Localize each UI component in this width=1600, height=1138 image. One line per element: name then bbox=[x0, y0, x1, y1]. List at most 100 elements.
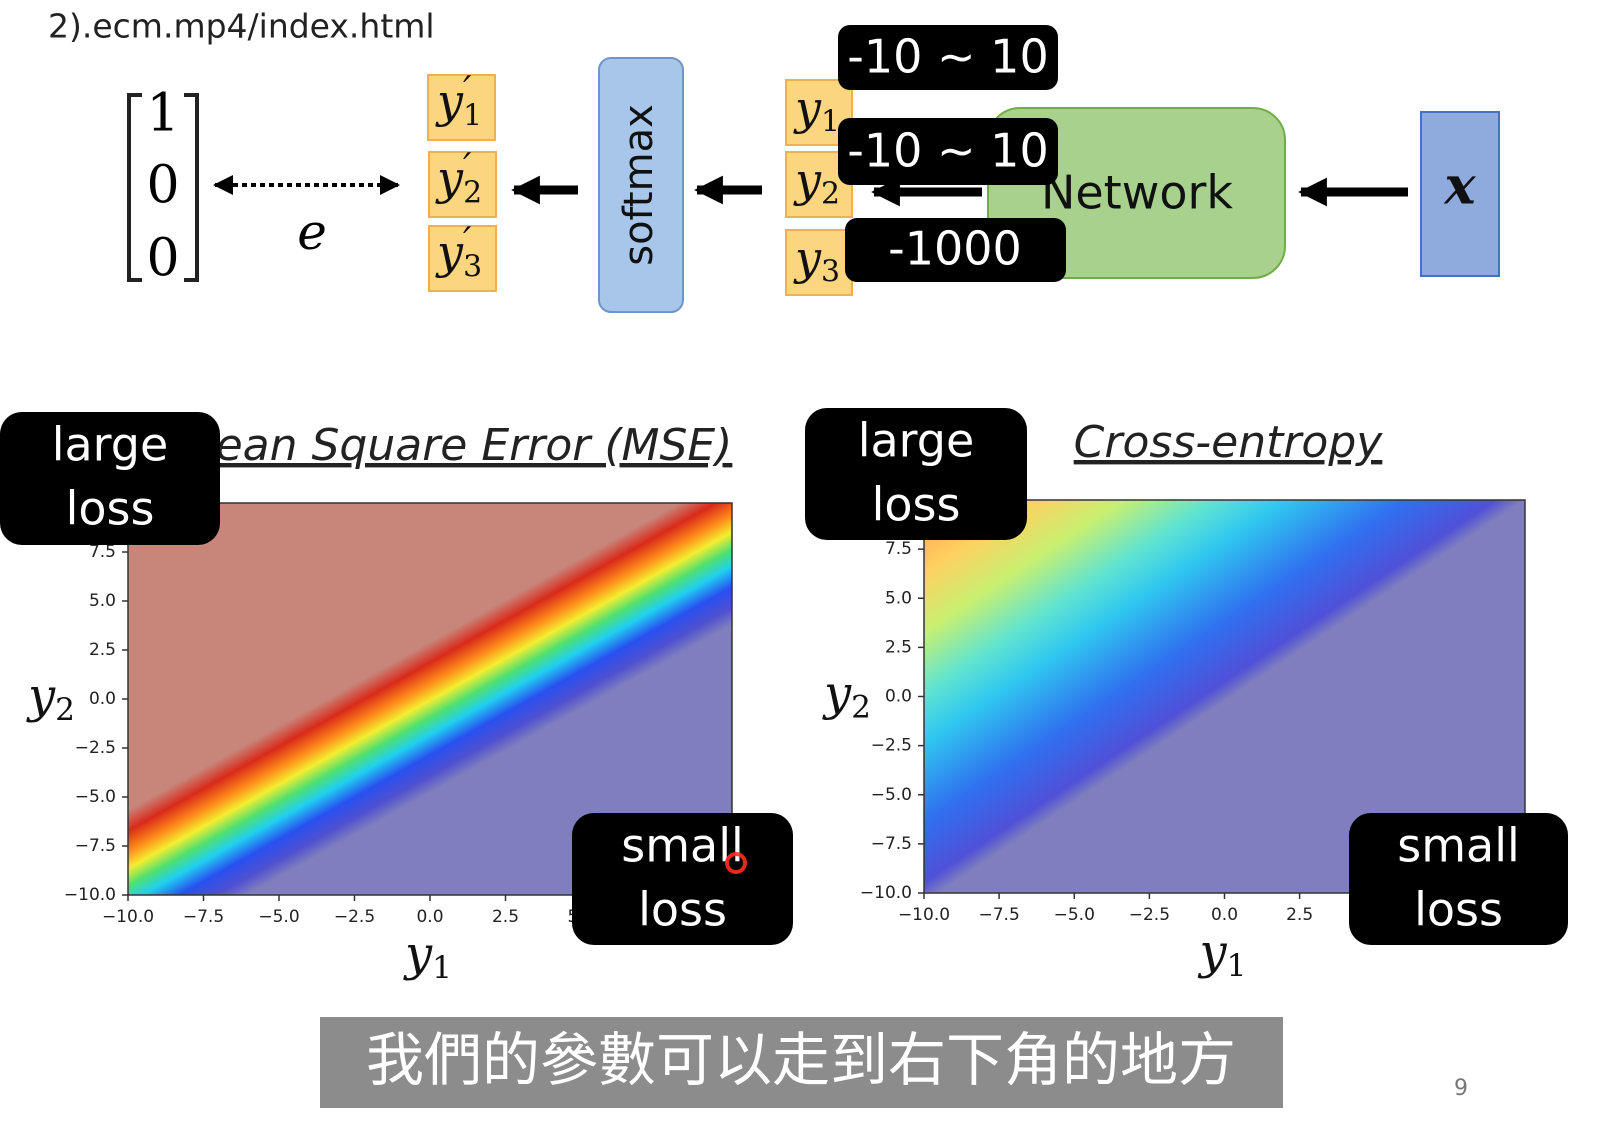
symbol: y bbox=[793, 81, 822, 135]
math-symbol: y3 bbox=[793, 231, 840, 290]
subscript: 3 bbox=[463, 249, 482, 284]
math-symbol: y1 bbox=[403, 926, 452, 986]
softmax-label: softmax bbox=[616, 104, 662, 266]
y-tick-label: 5.0 bbox=[885, 588, 912, 608]
callout-text: loss bbox=[638, 883, 727, 937]
badge-label: -1000 bbox=[888, 222, 1022, 276]
callout-text: small bbox=[1397, 819, 1520, 873]
y-tick-label: −2.5 bbox=[871, 736, 912, 756]
y-tick-label: 5.0 bbox=[89, 591, 116, 611]
math-symbol: y1 bbox=[793, 81, 840, 140]
output-box bbox=[427, 74, 496, 141]
softmax-box bbox=[598, 57, 684, 313]
x-tick-label: 0.0 bbox=[416, 907, 443, 927]
y-tick-label: 2.5 bbox=[89, 640, 116, 660]
y-tick-label: −5.0 bbox=[75, 787, 116, 807]
x-tick-label: 0.0 bbox=[1211, 905, 1238, 925]
y-tick-label: 0.0 bbox=[89, 689, 116, 709]
badge-label: -10 ~ 10 bbox=[847, 124, 1048, 178]
page-number: 9 bbox=[1454, 1076, 1468, 1101]
y-tick-label: 7.5 bbox=[89, 542, 116, 562]
y-tick-label: 2.5 bbox=[885, 637, 912, 657]
subscript: 1 bbox=[821, 105, 840, 140]
x-tick-label: −7.5 bbox=[978, 905, 1019, 925]
y-tick-label: −7.5 bbox=[871, 834, 912, 854]
input-box bbox=[1420, 111, 1500, 277]
matrix-bracket bbox=[127, 93, 199, 282]
badge-label: -10 ~ 10 bbox=[847, 30, 1048, 84]
x-tick-label: −5.0 bbox=[1054, 905, 1095, 925]
y-tick-label: −10.0 bbox=[860, 883, 912, 903]
prime: ′ bbox=[463, 219, 472, 262]
input-label: x bbox=[1443, 156, 1476, 217]
subscript: 2 bbox=[463, 175, 482, 210]
callout-box bbox=[805, 408, 1027, 540]
output-box bbox=[428, 225, 497, 292]
x-tick-label: −2.5 bbox=[1129, 905, 1170, 925]
logit-box bbox=[785, 229, 853, 296]
output-boxes: y′ 1y′ 2y′ 3 bbox=[427, 68, 497, 292]
subtitle-box bbox=[320, 1017, 1283, 1108]
x-tick-label: −10.0 bbox=[102, 907, 154, 927]
symbol: y bbox=[793, 231, 822, 285]
x-tick-label: −10.0 bbox=[898, 905, 950, 925]
callout-box bbox=[572, 813, 793, 945]
y-tick-label: −5.0 bbox=[871, 785, 912, 805]
symbol: y bbox=[435, 74, 464, 128]
x-tick-label: 2.5 bbox=[492, 907, 519, 927]
math-symbol: y2 bbox=[26, 668, 75, 728]
prime: ′ bbox=[463, 145, 472, 188]
symbol: y bbox=[403, 926, 433, 982]
subscript: 1 bbox=[432, 950, 452, 986]
output-box bbox=[428, 151, 497, 218]
callout-text: loss bbox=[1414, 883, 1503, 937]
symbol: y bbox=[26, 668, 56, 724]
callout-text: large bbox=[858, 414, 975, 468]
math-symbol: y2 bbox=[822, 665, 871, 725]
error-symbol: e bbox=[297, 203, 327, 261]
matrix-entry: 1 bbox=[146, 84, 179, 144]
x-tick-label: −7.5 bbox=[183, 907, 224, 927]
math-symbol: y′ 3 bbox=[435, 219, 482, 285]
callout-box bbox=[1349, 813, 1568, 945]
x-tick-label: −5.0 bbox=[258, 907, 299, 927]
network-label: Network bbox=[1041, 166, 1233, 220]
y-tick-label: 0.0 bbox=[885, 687, 912, 707]
subscript: 3 bbox=[821, 255, 840, 290]
math-symbol: y1 bbox=[1198, 924, 1247, 984]
subscript: 1 bbox=[463, 98, 482, 133]
y-tick-label: −7.5 bbox=[75, 836, 116, 856]
plot-title: Mean Square Error (MSE) bbox=[178, 420, 733, 471]
badge bbox=[845, 218, 1066, 282]
y-tick-label: −10.0 bbox=[64, 885, 116, 905]
subscript: 2 bbox=[821, 177, 840, 212]
math-symbol: y′ 1 bbox=[435, 68, 482, 134]
prime: ′ bbox=[463, 68, 472, 111]
callout-text: loss bbox=[66, 482, 155, 536]
subscript: 1 bbox=[1227, 948, 1247, 984]
subtitle: 我們的參數可以走到右下角的地方 bbox=[366, 1026, 1236, 1094]
symbol: y bbox=[822, 665, 852, 721]
callouts: large loss small loss large loss small loss bbox=[0, 408, 1568, 945]
y-tick-label: 7.5 bbox=[885, 539, 912, 559]
callout-text: large bbox=[52, 418, 169, 472]
math-symbol: y2 bbox=[793, 153, 840, 212]
y-tick-label: −2.5 bbox=[75, 738, 116, 758]
math-symbol: y′ 2 bbox=[435, 145, 482, 211]
plot-title: Cross-entropy bbox=[1074, 417, 1384, 468]
symbol: y bbox=[435, 151, 464, 205]
subscript: 2 bbox=[55, 692, 75, 728]
callout-text: loss bbox=[872, 478, 961, 532]
callout-box bbox=[0, 412, 220, 545]
symbol: y bbox=[1198, 924, 1228, 980]
badge bbox=[838, 118, 1058, 185]
x-tick-label: 2.5 bbox=[1286, 905, 1313, 925]
matrix-entry: 0 bbox=[146, 156, 179, 216]
matrix-entry: 0 bbox=[146, 229, 179, 289]
callout-text: small bbox=[621, 819, 744, 873]
file-path: 2).ecm.mp4/index.html bbox=[48, 7, 435, 46]
symbol: y bbox=[435, 225, 464, 279]
